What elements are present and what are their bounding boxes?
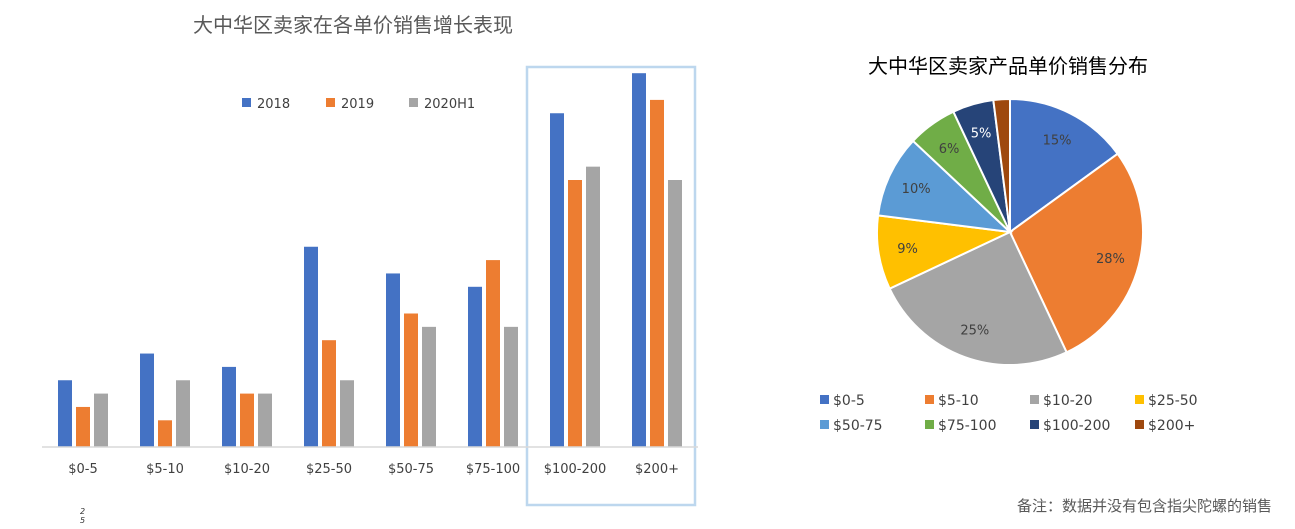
bar-2020H1-$200+ (668, 180, 682, 447)
pie-data-label: 28% (1096, 252, 1125, 267)
pie-legend-label: $10-20 (1043, 393, 1093, 409)
pie-data-label: 10% (902, 182, 931, 197)
x-tick-label: $0-5 (68, 462, 98, 477)
legend-swatch-2019 (326, 98, 335, 107)
x-tick-label: $50-75 (388, 462, 434, 477)
x-tick-label: $200+ (635, 462, 679, 477)
pie-data-label: 25% (960, 324, 989, 339)
bar-2018-$75-100 (468, 286, 482, 447)
bar-chart-title: 大中华区卖家在各单价销售增长表现 (193, 13, 513, 37)
x-tick-label: $75-100 (466, 462, 520, 477)
legend-label-2019: 2019 (341, 97, 374, 112)
pie-legend-swatch (925, 420, 934, 429)
pie-legend-label: $100-200 (1043, 418, 1110, 434)
pie-legend-swatch (1030, 395, 1039, 404)
pie-legend-label: $0-5 (833, 393, 865, 409)
bar-2018-$0-5 (58, 380, 72, 447)
legend-label-2020H1: 2020H1 (424, 97, 475, 112)
bar-2019-$50-75 (404, 313, 418, 447)
legend-swatch-2018 (242, 98, 251, 107)
legend-swatch-2020H1 (409, 98, 418, 107)
pie-legend-swatch (925, 395, 934, 404)
bar-2018-$10-20 (222, 366, 236, 447)
pie-chart-title: 大中华区卖家产品单价销售分布 (868, 54, 1148, 78)
pie-slice-$200+ (992, 97, 1011, 233)
bar-2020H1-$10-20 (258, 393, 272, 447)
pie-data-label: 5% (971, 126, 992, 141)
legend-label-2018: 2018 (257, 97, 290, 112)
pie-legend-swatch (820, 395, 829, 404)
footnote: 备注：数据并没有包含指尖陀螺的销售 (1017, 497, 1272, 515)
pie-data-label: 15% (1043, 134, 1072, 149)
bar-2020H1-$0-5 (94, 393, 108, 447)
highlight-box (525, 65, 697, 507)
x-tick-label: $100-200 (544, 462, 607, 477)
pie-legend-label: $75-100 (938, 418, 997, 434)
pie-legend-label: $200+ (1148, 418, 1195, 434)
pie-slice-$10-20 (888, 230, 1068, 366)
bar-2020H1-$50-75 (422, 326, 436, 447)
pie-legend-label: $50-75 (833, 418, 883, 434)
bar-2018-$200+ (632, 73, 646, 447)
bar-2020H1-$5-10 (176, 380, 190, 447)
bar-2019-$10-20 (240, 393, 254, 447)
pie-slice-$5-10 (1008, 152, 1144, 354)
bar-2020H1-$25-50 (340, 380, 354, 447)
pie-legend-swatch (820, 420, 829, 429)
x-tick-label: $5-10 (146, 462, 184, 477)
pie-legend-swatch (1030, 420, 1039, 429)
pie-data-label: 6% (939, 142, 960, 157)
x-tick-label: $10-20 (224, 462, 270, 477)
pie-slice-$50-75 (876, 139, 1013, 234)
pie-data-label: 9% (897, 242, 918, 257)
pie-legend-swatch (1135, 420, 1144, 429)
bar-2019-$100-200 (568, 180, 582, 447)
bar-2019-$200+ (650, 99, 664, 448)
bar-2020H1-$100-200 (586, 166, 600, 447)
bar-2018-$50-75 (386, 273, 400, 447)
bar-2019-$25-50 (322, 340, 336, 447)
bar-2018-$100-200 (550, 113, 564, 447)
pie-legend-label: $5-10 (938, 393, 979, 409)
pie-legend-swatch (1135, 395, 1144, 404)
bar-2018-$25-50 (304, 246, 318, 447)
bar-2018-$5-10 (140, 353, 154, 447)
bar-2019-$75-100 (486, 260, 500, 447)
pie-slice-$0-5 (1009, 97, 1119, 234)
bar-2019-$5-10 (158, 420, 172, 447)
bar-2019-$0-5 (76, 406, 90, 447)
pie-legend-label: $25-50 (1148, 393, 1198, 409)
bar-2020H1-$75-100 (504, 326, 518, 447)
x-tick-label: $25-50 (306, 462, 352, 477)
